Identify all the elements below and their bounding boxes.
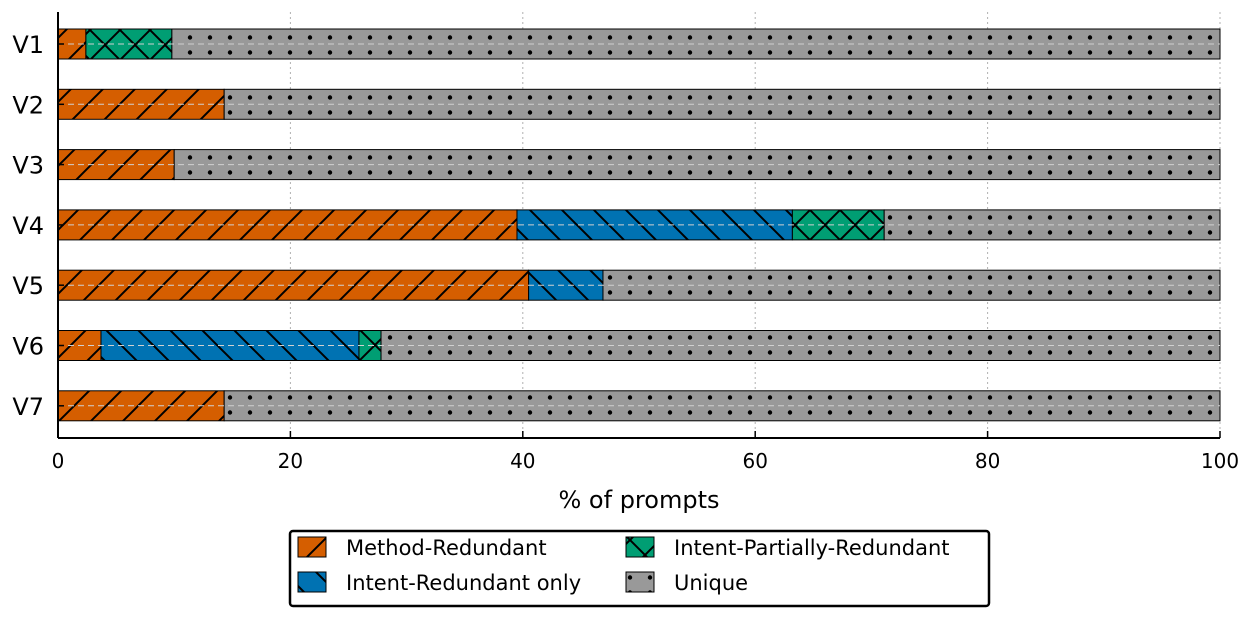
y-tick-label: V1 [12,31,44,59]
x-tick-label: 0 [52,449,65,473]
legend: Method-Redundant Intent-Partially-Redunda… [288,529,991,608]
legend-swatch [625,536,655,558]
legend-label: Method-Redundant [346,536,547,560]
legend-label: Intent-Partially-Redundant [674,536,950,560]
legend-entry: Unique [625,571,748,595]
y-tick-label: V6 [12,333,44,361]
legend-entry: Intent-Redundant only [297,571,581,595]
legend-frame [288,529,991,608]
legend-swatch [297,571,327,593]
legend-entry: Intent-Partially-Redundant [625,536,950,560]
x-tick-label: 100 [1201,449,1239,473]
legend-label: Intent-Redundant only [346,571,581,595]
y-tick-label: V7 [12,393,44,421]
x-tick-label: 60 [742,449,767,473]
axes: 0 20 40 60 80 100 [52,12,1239,473]
x-tick-label: 40 [510,449,535,473]
y-tick-label: V5 [12,272,44,300]
y-tick-label: V3 [12,152,44,180]
x-axis-title: % of prompts [559,486,720,514]
x-tick-label: 80 [975,449,1000,473]
legend-entry: Method-Redundant [297,536,547,560]
x-tick-label: 20 [278,449,303,473]
y-tick-label: V2 [12,91,44,119]
legend-swatch [297,536,327,558]
bar-segment-unique [223,390,1221,422]
bars: V1 V2 V3 V4 V5 V6 V7 [12,28,1221,422]
y-tick-label: V4 [12,212,44,240]
legend-swatch [625,571,655,593]
bar-segment-unique [171,28,1221,60]
legend-label: Unique [674,571,748,595]
bar-segment-method-redundant [57,149,175,181]
